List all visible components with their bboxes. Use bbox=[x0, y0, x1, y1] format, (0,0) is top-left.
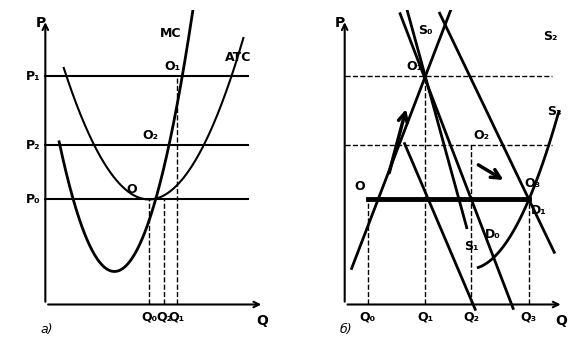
Text: а): а) bbox=[41, 323, 53, 335]
Text: Q: Q bbox=[555, 314, 567, 327]
Text: P: P bbox=[36, 16, 46, 30]
Text: O₁: O₁ bbox=[407, 60, 423, 73]
Text: O: O bbox=[354, 180, 364, 194]
Text: S₁: S₁ bbox=[464, 240, 479, 254]
Text: Q: Q bbox=[256, 314, 268, 327]
Text: O₂: O₂ bbox=[474, 129, 489, 142]
Text: D₁: D₁ bbox=[531, 205, 547, 217]
Text: Q₂: Q₂ bbox=[156, 310, 172, 324]
Text: P: P bbox=[335, 16, 345, 30]
Text: Q₀: Q₀ bbox=[141, 310, 157, 324]
Text: б): б) bbox=[340, 323, 353, 335]
Text: S₂: S₂ bbox=[543, 30, 557, 43]
Text: P₂: P₂ bbox=[26, 139, 41, 152]
Text: P₀: P₀ bbox=[26, 193, 41, 206]
Text: D₀: D₀ bbox=[485, 228, 501, 242]
Text: ATC: ATC bbox=[225, 51, 251, 65]
Text: Q₂: Q₂ bbox=[463, 310, 480, 324]
Text: Q₁: Q₁ bbox=[169, 310, 184, 324]
Text: MC: MC bbox=[160, 27, 182, 40]
Text: O₃: O₃ bbox=[524, 177, 541, 190]
Text: P₁: P₁ bbox=[26, 70, 41, 83]
Text: Q₀: Q₀ bbox=[360, 310, 376, 324]
Text: Q₃: Q₃ bbox=[521, 310, 537, 324]
Text: Q₁: Q₁ bbox=[417, 310, 434, 324]
Text: S₃: S₃ bbox=[547, 106, 562, 118]
Text: O₂: O₂ bbox=[142, 129, 158, 142]
Text: O₁: O₁ bbox=[164, 60, 180, 73]
Text: S₀: S₀ bbox=[418, 24, 433, 37]
Text: O: O bbox=[126, 184, 137, 196]
